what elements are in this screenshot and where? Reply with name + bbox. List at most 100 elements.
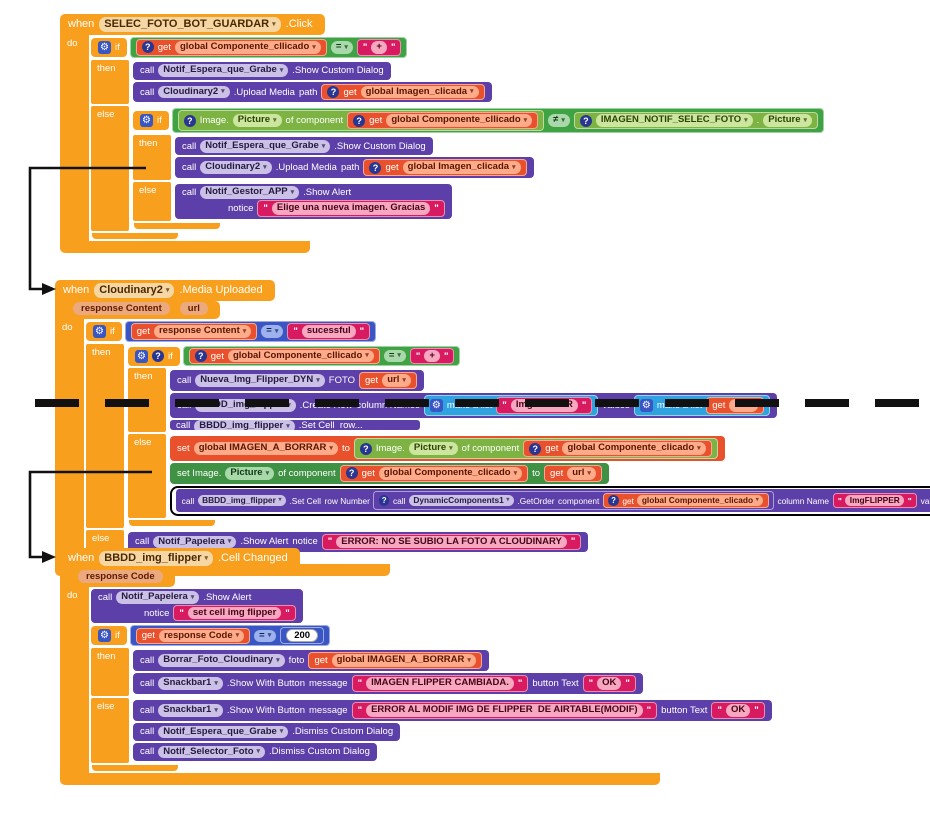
when-selec-foto-bot-guardar-click-block[interactable]: when SELEC_FOTO_BOT_GUARDAR ▾ .Click do ⚙ if? g… (60, 14, 825, 253)
call-block[interactable]: call Notif_Papelera ▾ .Show Alert notice " set… (91, 588, 303, 624)
get-variable-block[interactable]: ? get global Componente_cllicado ▾ (135, 38, 327, 56)
call-method-block[interactable]: ? call DynamicComponents1 ▾ .GetOrder compone… (373, 491, 774, 510)
math-compare-block[interactable]: get response Content ▾ = ▾ " sucessful " (124, 320, 377, 342)
text-string-block[interactable]: " + " (356, 38, 402, 56)
string-value[interactable]: ImgFLIPPER (845, 494, 905, 507)
get-variable-block[interactable]: ? get global Componente_clicado ▾ (602, 493, 769, 509)
dropdown[interactable]: Notif_Gestor_APP ▾ (200, 186, 300, 199)
dropdown[interactable]: = ▾ (261, 324, 284, 338)
help-icon[interactable]: ? (152, 350, 164, 363)
call-block[interactable]: call BBDD_img_flipper ▾ .Set Cell row Number… (175, 489, 930, 512)
dropdown[interactable]: Notif_Papelera ▾ (153, 535, 237, 549)
string-value[interactable]: + (424, 349, 440, 363)
call-block[interactable]: call Notif_Espera_que_Grabe ▾ .Show Custom … (133, 61, 391, 80)
text-string-block[interactable]: " Elige una nueva imagen. Gracias " (257, 199, 445, 217)
dropdown[interactable]: Snackbar1 ▾ (158, 704, 223, 717)
help-icon[interactable]: ? (141, 41, 154, 54)
call-block[interactable]: call Cloudinary2 ▾ .Upload Media path? get glo… (175, 157, 534, 179)
if-header[interactable]: ⚙ if (133, 111, 169, 131)
dropdown[interactable]: = ▾ (254, 629, 277, 643)
dropdown[interactable]: ≠ ▾ (548, 114, 570, 128)
help-icon[interactable]: ? (579, 114, 592, 127)
help-icon[interactable]: ? (183, 114, 196, 127)
when-bbdd-img-flipper-cell-changed-block[interactable]: when BBDD_img_flipper ▾ .Cell Changed respon… (60, 548, 772, 785)
dropdown[interactable]: response Content ▾ (153, 324, 252, 338)
call-block[interactable]: call Snackbar1 ▾ .Show With Button message " I… (133, 673, 643, 695)
help-icon[interactable]: ? (353, 114, 366, 127)
event-param-pill[interactable]: response Content (73, 301, 170, 315)
dropdown[interactable]: url▾ (567, 466, 596, 480)
component-property-block[interactable]: ? Image. Picture ▾ of component? get global Co… (353, 438, 718, 459)
if-header[interactable]: ⚙? if (128, 346, 180, 366)
help-icon[interactable]: ? (327, 86, 340, 99)
number-input[interactable]: 200 (286, 629, 319, 643)
dropdown[interactable]: Picture ▾ (763, 114, 813, 128)
call-block[interactable]: call Snackbar1 ▾ .Show With Button message " E… (133, 700, 772, 721)
gear-icon[interactable]: ⚙ (93, 324, 106, 338)
string-value[interactable]: OK (597, 677, 622, 691)
string-value[interactable]: + (371, 40, 387, 54)
dropdown[interactable]: Notif_Espera_que_Grabe ▾ (158, 64, 289, 78)
dropdown[interactable]: Picture ▾ (408, 442, 458, 455)
number-block[interactable]: 200 (280, 627, 325, 645)
if-block[interactable]: ⚙ if get response Content ▾ = ▾ " sucessful " then… (86, 320, 930, 563)
dropdown[interactable]: global Componente_cllicado ▾ (386, 114, 533, 128)
get-variable-block[interactable]: ? get global Componente_cllicado ▾ (347, 112, 539, 130)
text-string-block[interactable]: " set cell img flipper " (173, 604, 296, 622)
get-variable-block[interactable]: ? get global Imagen_clicada ▾ (363, 159, 527, 177)
if-block[interactable]: ⚙? if? get global Componente_cllicado ▾ = ▾ " + "… (128, 345, 930, 526)
dropdown[interactable]: Notif_Espera_que_Grabe ▾ (200, 139, 331, 153)
text-string-block[interactable]: " IMAGEN FLIPPER CAMBIADA. " (351, 675, 529, 693)
help-icon[interactable]: ? (345, 467, 358, 480)
event-header[interactable]: when SELEC_FOTO_BOT_GUARDAR ▾ .Click (60, 14, 325, 35)
string-value[interactable]: ERROR: NO SE SUBIO LA FOTO A CLOUDINARY (336, 535, 567, 549)
if-header[interactable]: ⚙ if (91, 626, 127, 646)
string-value[interactable]: sucessful (301, 324, 356, 338)
event-header[interactable]: when BBDD_img_flipper ▾ .Cell Changed (60, 548, 300, 569)
dropdown[interactable]: global Componente_cllicado ▾ (227, 349, 374, 363)
if-block[interactable]: ⚙ if ? Image. Picture ▾ of component? get global… (133, 108, 825, 229)
dropdown[interactable]: global Componente_clicado ▾ (562, 442, 706, 455)
call-block[interactable]: call Nueva_Img_Flipper_DYN ▾ FOTO get url ▾ (170, 370, 424, 392)
dropdown[interactable]: Picture ▾ (232, 114, 282, 128)
text-string-block[interactable]: " sucessful " (287, 322, 371, 340)
text-string-block[interactable]: " OK " (582, 675, 636, 693)
text-string-block[interactable]: " ImgFLIPPER " (832, 493, 918, 509)
help-icon[interactable]: ? (378, 495, 390, 506)
dropdown[interactable]: BBDD_img_flipper▾ (99, 551, 213, 566)
string-value[interactable]: set cell img flipper (187, 606, 282, 620)
help-icon[interactable]: ? (359, 442, 372, 455)
dropdown[interactable]: global IMAGEN_A_BORRAR ▾ (331, 654, 476, 668)
text-string-block[interactable]: " OK " (711, 702, 765, 719)
string-value[interactable]: Elige una nueva imagen. Gracias (271, 201, 431, 215)
text-string-block[interactable]: " + " (409, 347, 455, 365)
event-param-pill[interactable]: response Code (78, 569, 163, 583)
dropdown[interactable]: global Imagen_clicada ▾ (402, 161, 521, 175)
gear-icon[interactable]: ⚙ (98, 40, 111, 54)
dropdown[interactable]: DynamicComponents1 ▾ (408, 494, 514, 507)
math-compare-block[interactable]: get response Code ▾ = ▾ 200 (129, 625, 331, 647)
dropdown[interactable]: Nueva_Img_Flipper_DYN ▾ (195, 374, 325, 388)
component-property-block[interactable]: ? Image. Picture ▾ of component? get global Co… (177, 110, 545, 132)
get-variable-block[interactable]: ? get global Imagen_clicada ▾ (321, 83, 485, 101)
if-block[interactable]: ⚙ if? get global Componente_cllicado ▾ = ▾ " + " t… (91, 36, 825, 239)
dropdown[interactable]: global Imagen_clicada ▾ (360, 85, 479, 99)
help-icon[interactable]: ? (529, 442, 542, 455)
dropdown[interactable]: Notif_Espera_que_Grabe ▾ (158, 725, 289, 739)
component-property-block[interactable]: ? IMAGEN_NOTIF_SELEC_FOTO ▾. Picture ▾ (573, 112, 819, 130)
call-block[interactable]: call Notif_Papelera ▾ .Show Alert notice " ERR… (128, 531, 589, 553)
dropdown[interactable]: global Componente_clicado ▾ (637, 494, 764, 507)
if-header[interactable]: ⚙ if (86, 321, 122, 341)
dropdown[interactable]: Notif_Selector_Foto ▾ (158, 745, 266, 759)
string-value[interactable]: OK (725, 704, 751, 717)
dropdown[interactable]: IMAGEN_NOTIF_SELEC_FOTO ▾ (595, 114, 753, 128)
help-icon[interactable]: ? (608, 495, 619, 506)
text-string-block[interactable]: " ERROR AL MODIF IMG DE FLIPPER DE AIRTAB… (351, 702, 658, 719)
help-icon[interactable]: ? (194, 350, 207, 363)
dropdown[interactable]: global Componente_cllicado ▾ (174, 40, 321, 54)
get-variable-block[interactable]: get response Code ▾ (135, 627, 251, 645)
dropdown[interactable]: = ▾ (383, 349, 406, 363)
if-block[interactable]: ⚙ if get response Code ▾ = ▾ 200 then call Borrar_… (91, 625, 772, 771)
call-block[interactable]: call Notif_Espera_que_Grabe ▾ .Show Custom … (175, 137, 433, 156)
